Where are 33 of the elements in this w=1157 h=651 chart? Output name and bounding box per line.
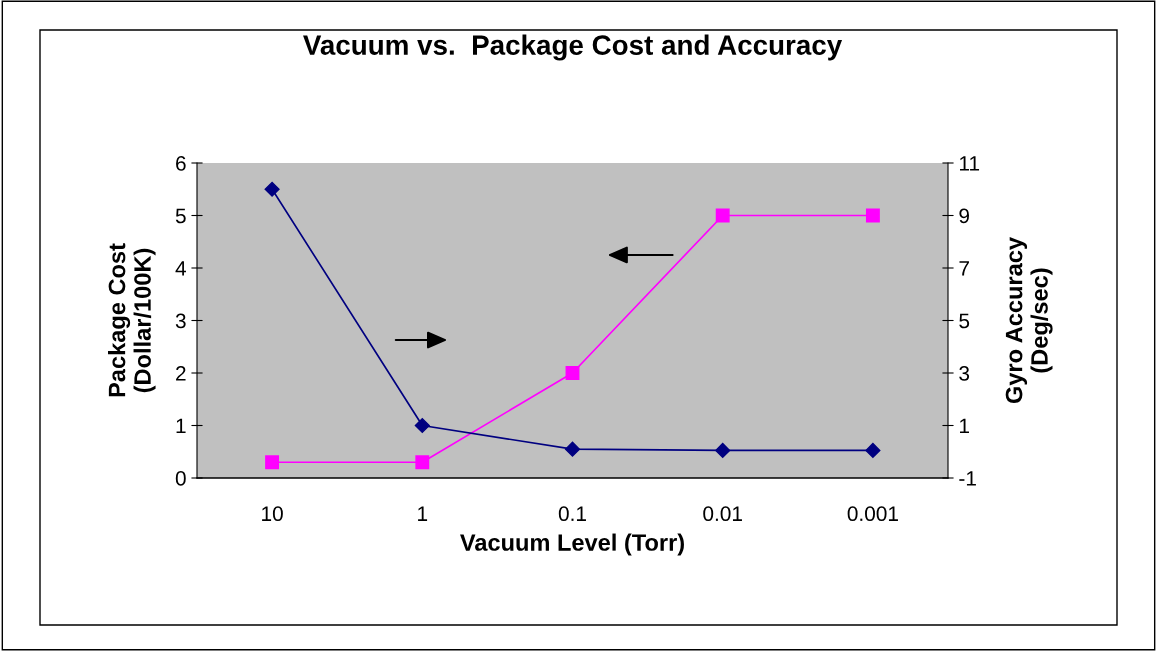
x-tick-label: 0.001 <box>847 506 898 522</box>
y2-tick-label: -1 <box>959 471 976 486</box>
y-tick-label: 2 <box>176 366 186 381</box>
y2-tick-label: 3 <box>959 366 970 381</box>
point <box>264 181 280 197</box>
point <box>415 455 430 470</box>
y-tick-label: 0 <box>175 471 186 486</box>
point <box>715 208 730 223</box>
x-tick-label: 1 <box>418 506 428 521</box>
chart-title: Vacuum vs. Package Cost and Accuracy <box>303 34 843 61</box>
point <box>265 455 280 470</box>
x-tick-label: 0.01 <box>703 506 742 522</box>
x-tick-label: 10 <box>262 506 283 522</box>
y2-tick-label: 1 <box>960 418 969 434</box>
y-tick-label: 5 <box>175 208 186 224</box>
point <box>865 208 880 223</box>
y2-tick-label: 7 <box>959 261 969 276</box>
point <box>715 442 731 459</box>
point <box>865 442 881 459</box>
point <box>565 366 580 380</box>
y-tick-label: 4 <box>175 261 186 276</box>
y-tick-label: 1 <box>176 418 186 434</box>
x-tick-label: 0.1 <box>558 506 586 522</box>
y2-tick-label: 9 <box>959 208 970 224</box>
y2-tick-label: 11 <box>960 156 980 171</box>
x-axis-title: Vacuum Level (Torr) <box>460 533 684 556</box>
y2-tick-label: 5 <box>959 313 970 329</box>
y-axis-title: Package Cost (Dollar/100K) <box>108 243 156 397</box>
point <box>564 441 581 457</box>
point <box>414 417 430 434</box>
y-tick-label: 3 <box>175 313 186 329</box>
y-tick-label: 6 <box>176 156 186 171</box>
y2-axis-title: Gyro Accuracy (Deg/sec) <box>1005 237 1053 404</box>
